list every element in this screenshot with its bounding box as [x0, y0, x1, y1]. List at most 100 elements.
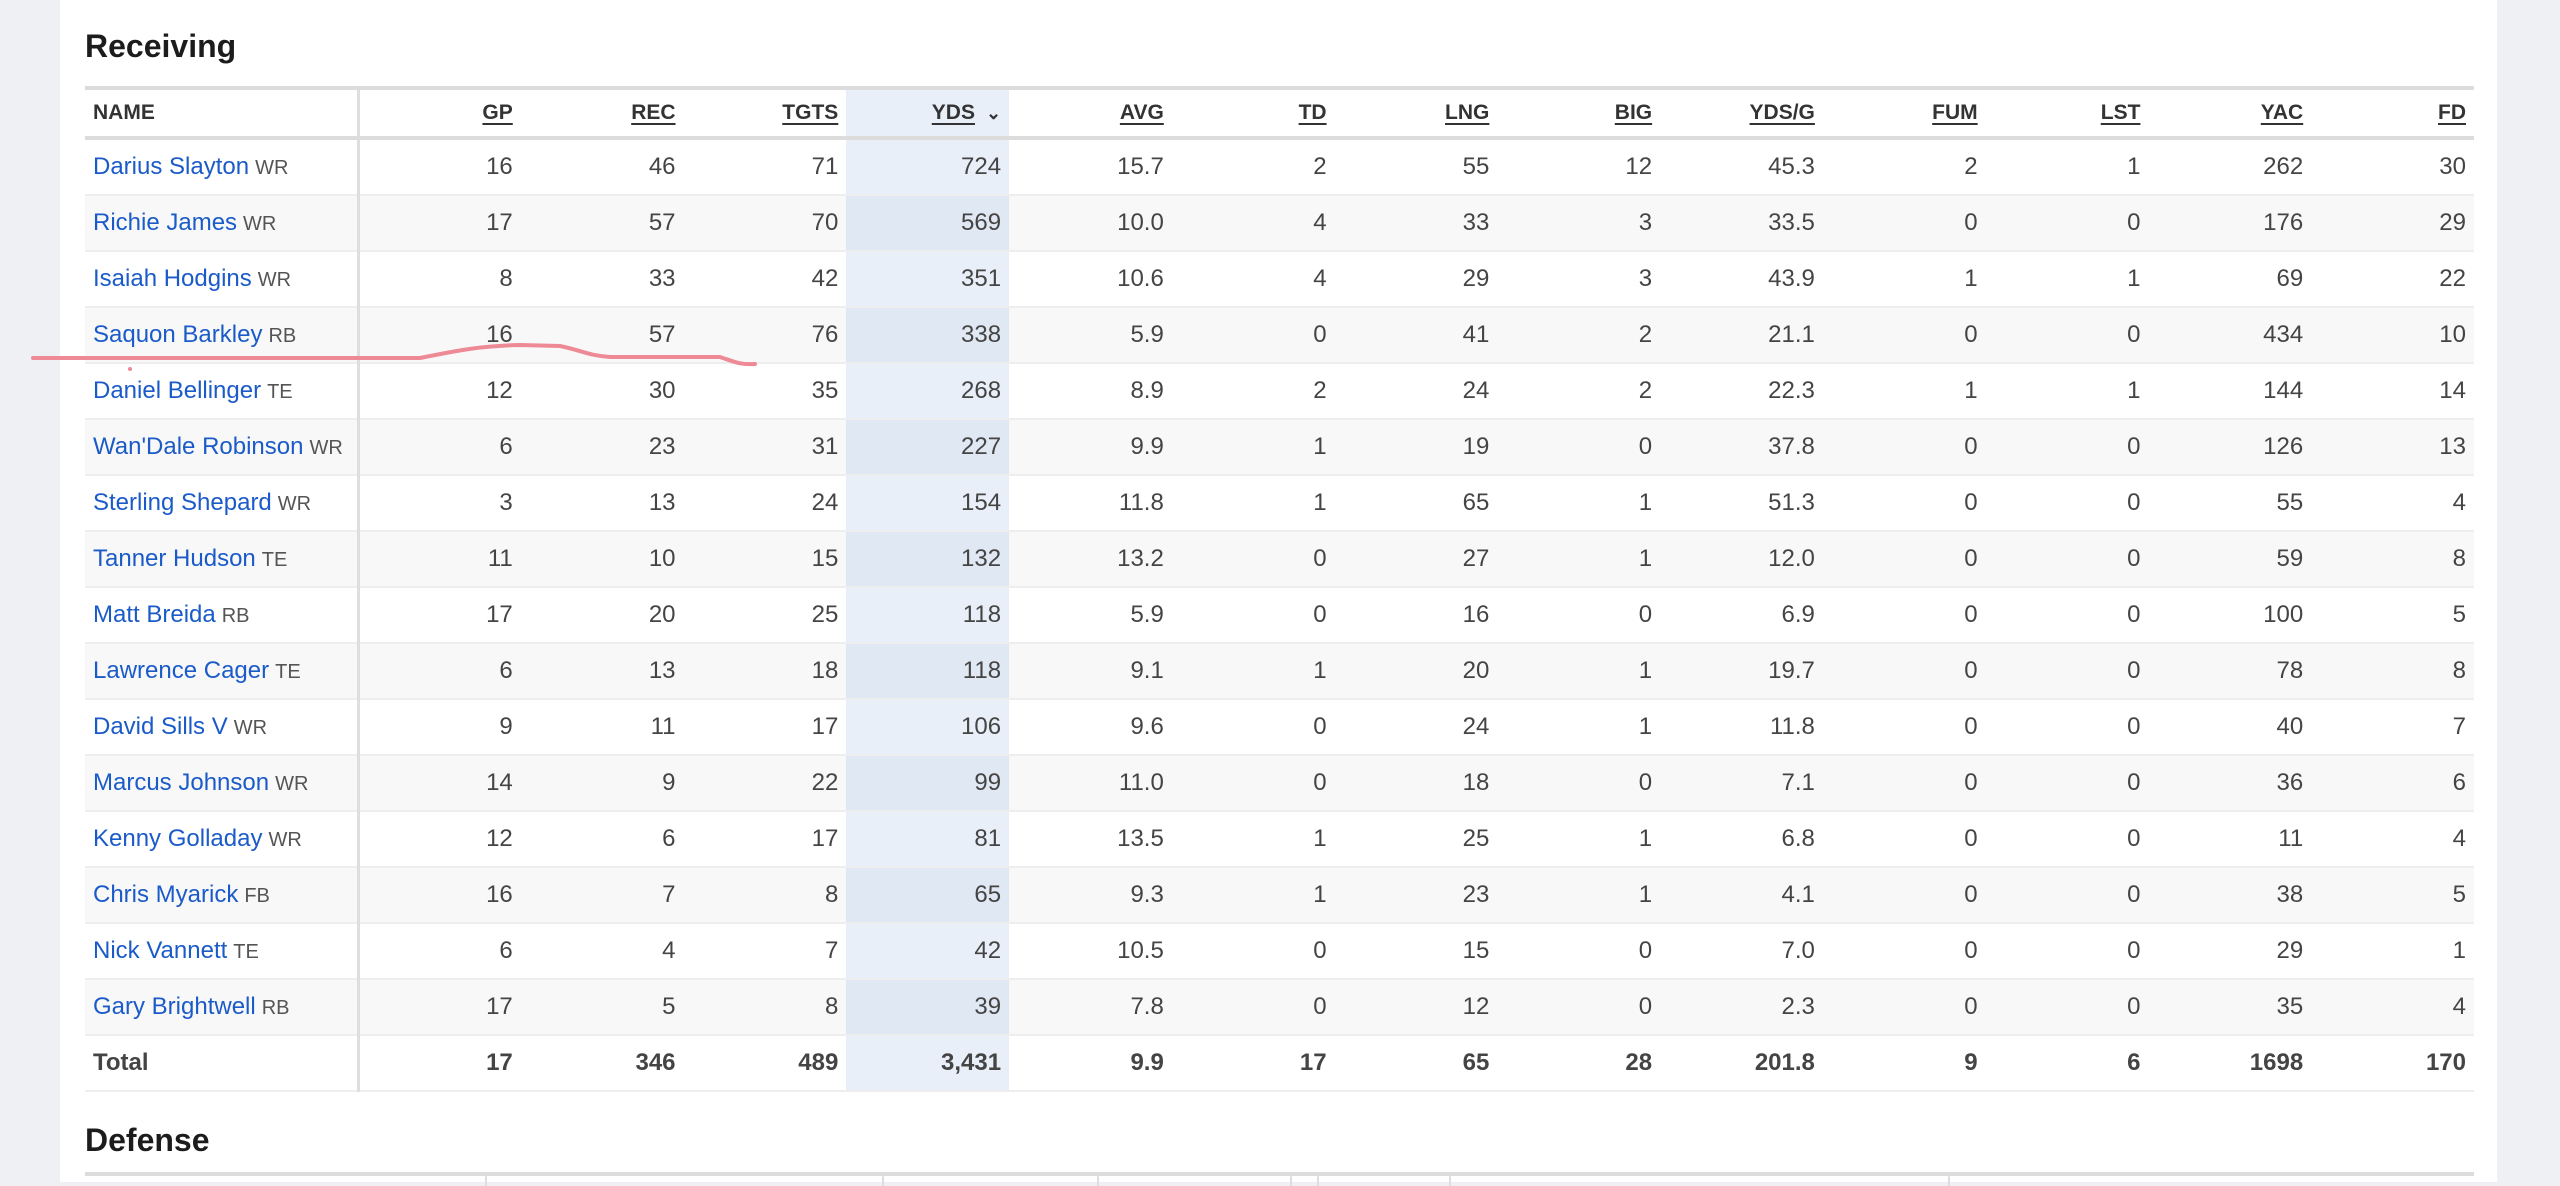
stat-cell-td: 0 — [1171, 531, 1335, 588]
stat-cell-yds: 42 — [846, 923, 1010, 980]
table-row: Kenny Golladay WR 12 6 17 81 13.5 1 25 1 6.8 0 0 11 4 — [85, 811, 2474, 868]
player-link[interactable]: Richie James — [93, 209, 238, 236]
column-header-yac[interactable]: YAC — [2148, 88, 2311, 138]
stat-cell-yac: 59 — [2148, 531, 2312, 588]
stat-cell-rec: 10 — [520, 531, 684, 588]
stat-cell-yds-per-g: 51.3 — [1660, 475, 1823, 532]
stat-cell-fum: 1 — [1822, 363, 1986, 420]
table-row: Isaiah Hodgins WR 8 33 42 351 10.6 4 29 3 43.9 1 1 69… — [85, 251, 2474, 308]
player-position: WR — [277, 493, 312, 515]
stat-cell-lng: 25 — [1334, 811, 1498, 868]
stat-cell-yds-per-g: 12.0 — [1660, 531, 1823, 588]
player-link[interactable]: Matt Breida — [93, 601, 216, 628]
stat-cell-td: 0 — [1171, 755, 1335, 812]
stat-cell-avg: 11.8 — [1009, 475, 1172, 532]
column-header-big[interactable]: BIG — [1497, 88, 1660, 138]
player-link[interactable]: Nick Vannett — [93, 937, 228, 964]
stat-cell-yds: 3,431 — [846, 1035, 1010, 1092]
stat-cell-rec: 30 — [520, 363, 684, 420]
stat-cell-rec: 11 — [520, 699, 684, 756]
player-link[interactable]: David Sills V — [93, 713, 228, 740]
column-header-avg[interactable]: AVG — [1009, 88, 1172, 138]
column-header-yds-per-g[interactable]: YDS/G — [1660, 88, 1823, 138]
stat-cell-fum: 1 — [1822, 251, 1986, 308]
column-header-gp[interactable]: GP — [358, 88, 521, 138]
player-cell: Total — [85, 1035, 360, 1092]
stat-cell-big: 1 — [1497, 531, 1661, 588]
stat-cell-yds: 227 — [846, 419, 1010, 476]
stat-cell-fd: 13 — [2311, 419, 2474, 476]
table-row: Marcus Johnson WR 14 9 22 99 11.0 0 18 0 7.1 0 0 36 6 — [85, 755, 2474, 812]
player-link[interactable]: Gary Brightwell — [93, 993, 256, 1020]
stat-cell-fd: 4 — [2311, 811, 2474, 868]
player-cell: Nick Vannett TE — [85, 923, 360, 980]
stat-cell-lst: 6 — [1985, 1035, 2149, 1092]
stat-cell-yds-per-g: 21.1 — [1660, 307, 1823, 364]
stat-cell-td: 0 — [1171, 923, 1335, 980]
player-link[interactable]: Daniel Bellinger — [93, 377, 262, 404]
player-link[interactable]: Lawrence Cager — [93, 657, 270, 684]
stat-cell-fd: 1 — [2311, 923, 2474, 980]
player-link[interactable]: Saquon Barkley — [93, 321, 263, 348]
stat-cell-gp: 16 — [358, 867, 521, 924]
stat-cell-yds: 132 — [846, 531, 1010, 588]
player-position: TE — [275, 661, 301, 683]
column-header-lng[interactable]: LNG — [1335, 88, 1498, 138]
stat-cell-lng: 19 — [1334, 419, 1498, 476]
player-position: TE — [267, 381, 293, 403]
player-cell: David Sills V WR — [85, 699, 360, 756]
stat-cell-rec: 20 — [520, 587, 684, 644]
column-header-fum[interactable]: FUM — [1823, 88, 1986, 138]
stat-cell-yds-per-g: 6.8 — [1660, 811, 1823, 868]
player-link[interactable]: Sterling Shepard — [93, 489, 272, 516]
stat-cell-gp: 6 — [358, 419, 521, 476]
player-link[interactable]: Marcus Johnson — [93, 769, 270, 796]
column-header-lst[interactable]: LST — [1986, 88, 2149, 138]
stat-cell-yds: 118 — [846, 643, 1010, 700]
stat-cell-avg: 10.5 — [1009, 923, 1172, 980]
column-header-td[interactable]: TD — [1172, 88, 1335, 138]
stat-cell-rec: 5 — [520, 979, 684, 1036]
stat-cell-yds-per-g: 37.8 — [1660, 419, 1823, 476]
player-cell: Sterling Shepard WR — [85, 475, 360, 532]
column-header-label: REC — [631, 101, 676, 124]
player-link[interactable]: Tanner Hudson — [93, 545, 256, 572]
player-link[interactable]: Darius Slayton — [93, 153, 250, 180]
column-header-label: YDS — [931, 101, 975, 124]
stat-cell-yac: 176 — [2148, 195, 2312, 252]
stat-cell-big: 2 — [1497, 363, 1661, 420]
column-header-label: AVG — [1119, 101, 1164, 124]
stat-cell-fd: 22 — [2311, 251, 2474, 308]
stat-cell-lst: 0 — [1985, 419, 2149, 476]
stat-cell-yac: 55 — [2148, 475, 2312, 532]
table-row: Saquon Barkley RB 16 57 76 338 5.9 0 41 2 21.1 0 0 43… — [85, 307, 2474, 364]
stat-cell-fum: 9 — [1822, 1035, 1986, 1092]
player-cell: Wan'Dale Robinson WR — [85, 419, 360, 476]
stat-cell-fd: 10 — [2311, 307, 2474, 364]
stat-cell-gp: 11 — [358, 531, 521, 588]
player-link[interactable]: Wan'Dale Robinson — [93, 433, 304, 460]
player-link[interactable]: Isaiah Hodgins — [93, 265, 252, 292]
stat-cell-yds: 351 — [846, 251, 1010, 308]
column-header-tgts[interactable]: TGTS — [684, 88, 847, 138]
column-header-label: GP — [482, 101, 513, 124]
column-header-rec[interactable]: REC — [521, 88, 684, 138]
player-position: RB — [261, 997, 290, 1019]
column-header-yds[interactable]: YDS ⌄ — [846, 88, 1010, 138]
stat-cell-rec: 13 — [520, 475, 684, 532]
stat-cell-gp: 9 — [358, 699, 521, 756]
stat-cell-tgts: 489 — [683, 1035, 847, 1092]
stat-cell-rec: 4 — [520, 923, 684, 980]
stat-cell-rec: 13 — [520, 643, 684, 700]
column-header-fd[interactable]: FD — [2311, 88, 2474, 138]
player-position: WR — [255, 157, 289, 179]
stat-cell-fum: 2 — [1822, 138, 1986, 196]
player-link[interactable]: Kenny Golladay — [93, 825, 263, 852]
stat-cell-avg: 5.9 — [1009, 307, 1172, 364]
stat-cell-lng: 29 — [1334, 251, 1498, 308]
stat-cell-fum: 0 — [1822, 979, 1986, 1036]
stat-cell-yds: 65 — [846, 867, 1010, 924]
stat-cell-avg: 9.3 — [1009, 867, 1172, 924]
player-link[interactable]: Chris Myarick — [93, 881, 239, 908]
stat-cell-fd: 5 — [2311, 867, 2474, 924]
